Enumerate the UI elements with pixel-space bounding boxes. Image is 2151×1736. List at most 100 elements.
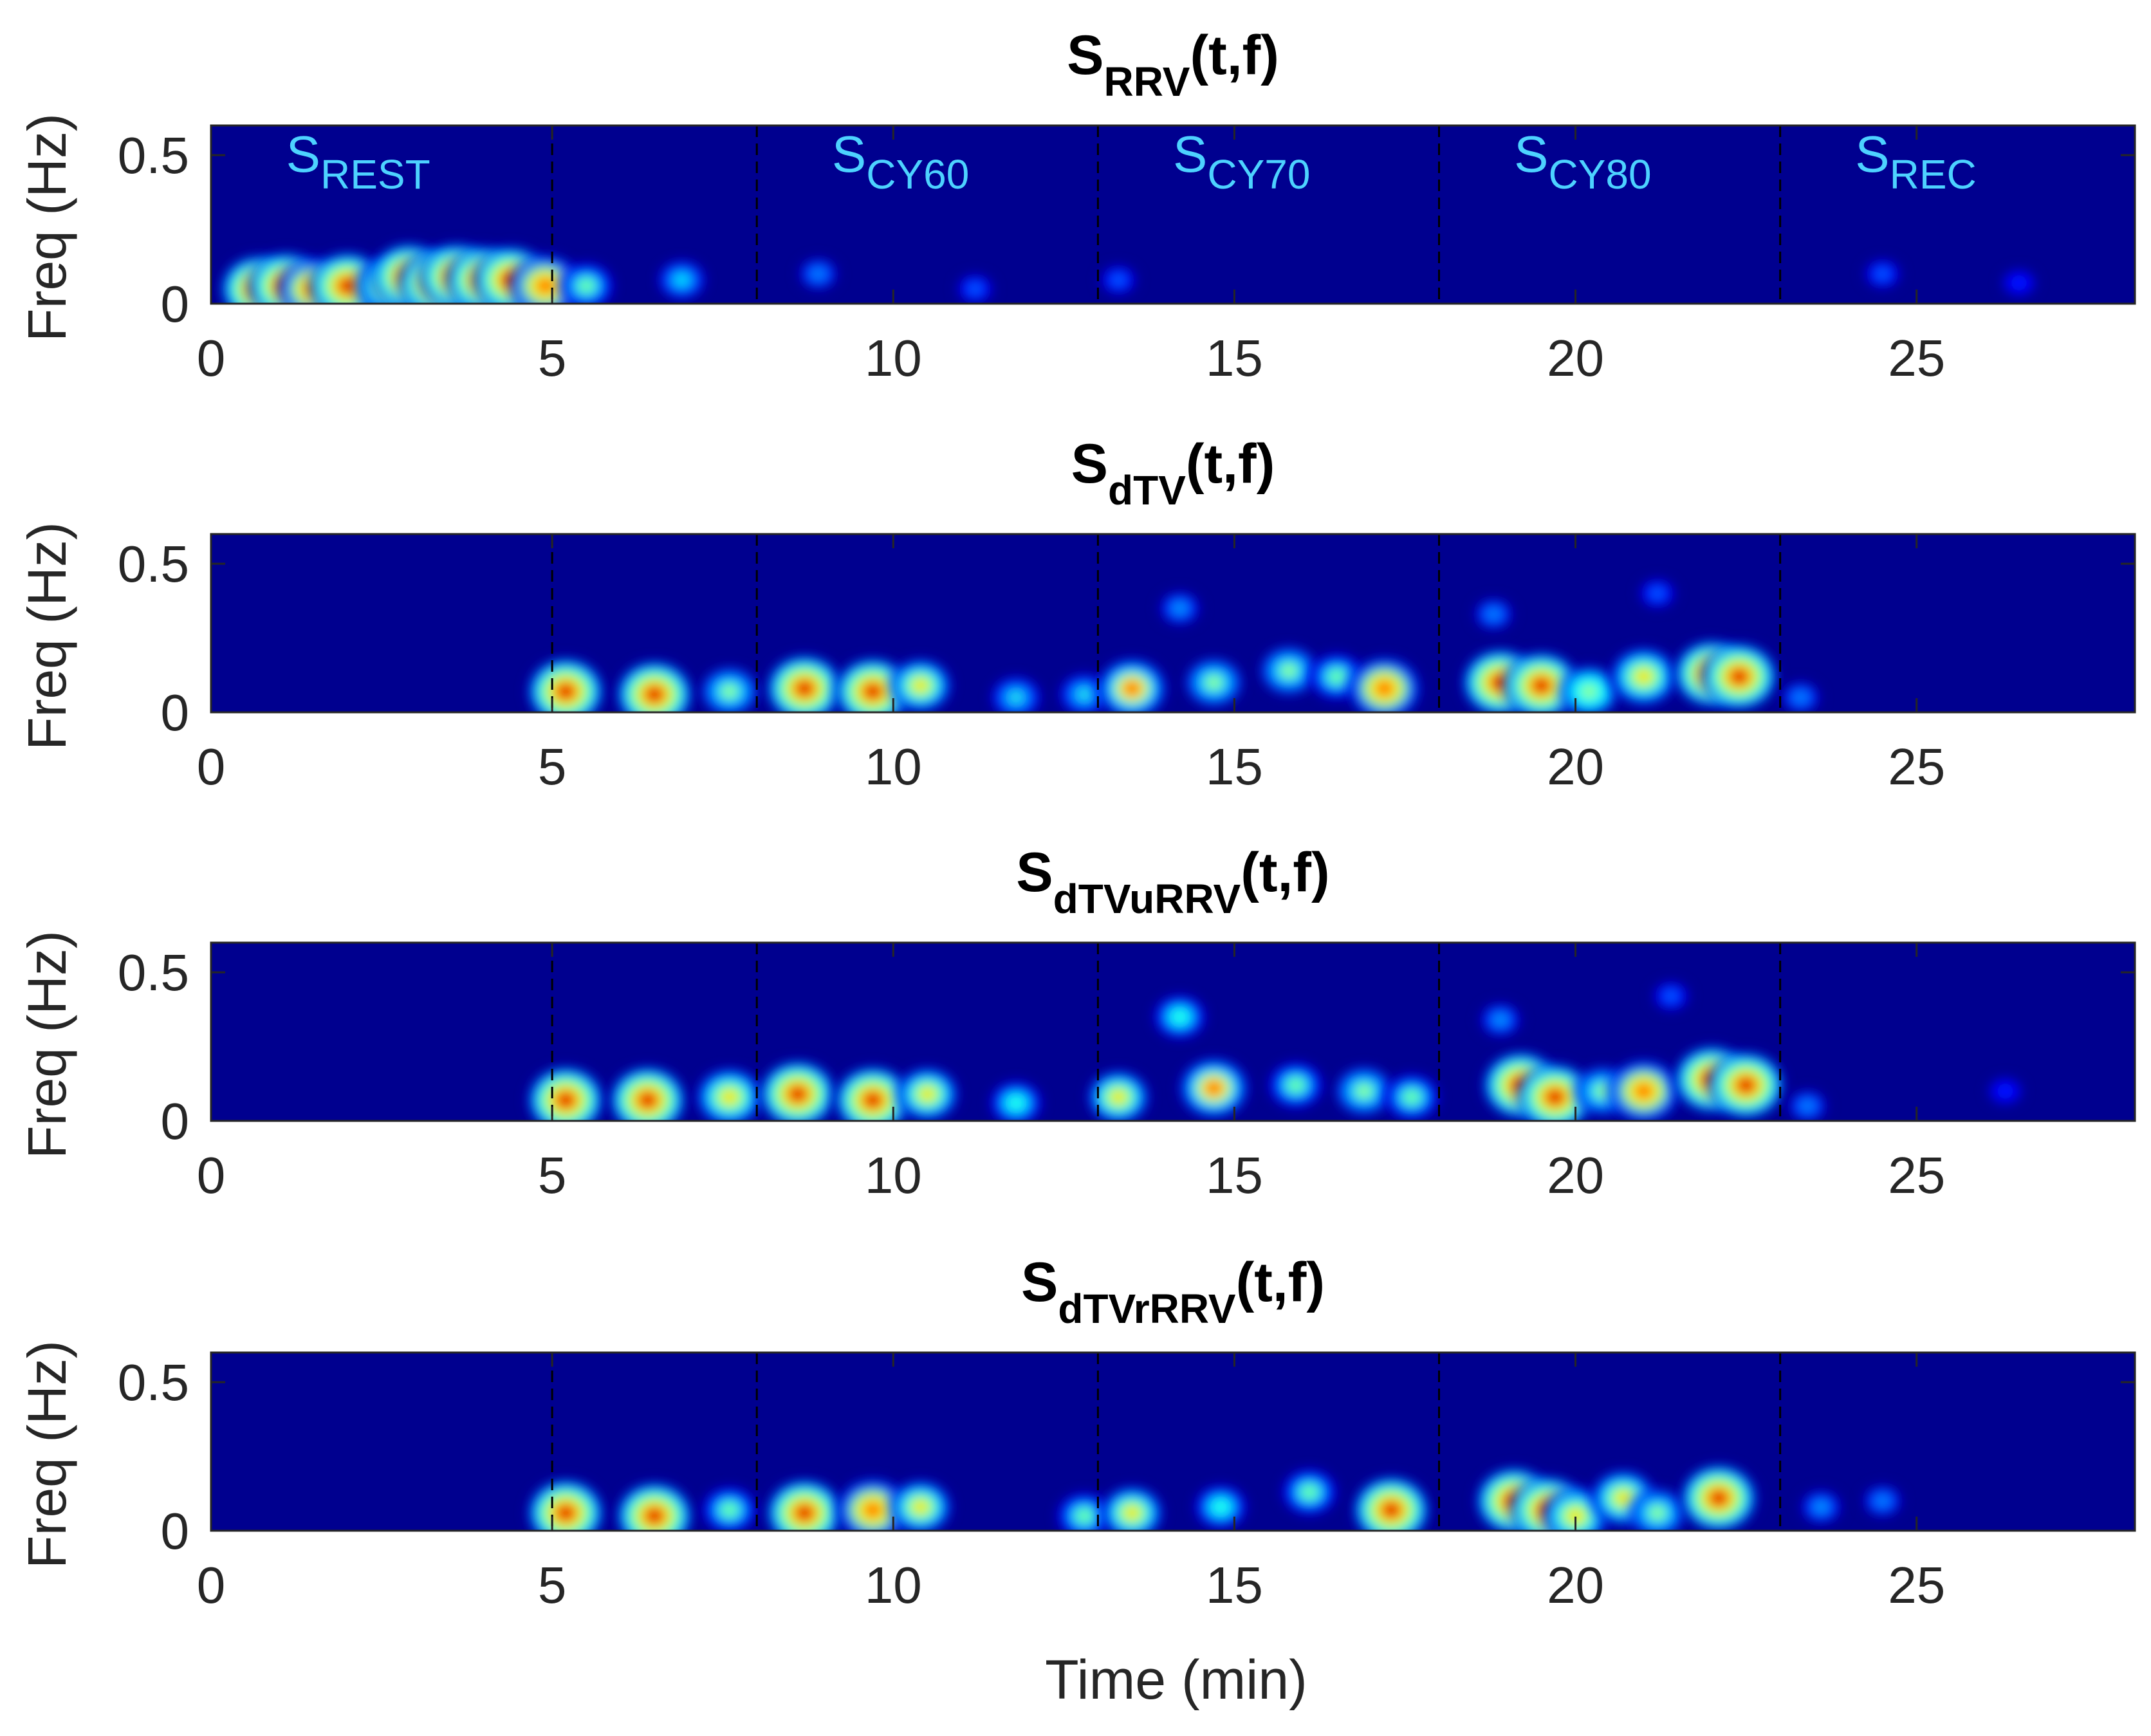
y-tick-label: 0.5 <box>118 944 189 1001</box>
energy-blob-0 <box>524 1477 607 1531</box>
energy-blob-7 <box>1099 1484 1165 1531</box>
axes-frame <box>210 533 2136 714</box>
x-tick-label: 5 <box>538 738 567 795</box>
panel-dtv: 0 5 10 15 20 25 0 0.5 Freq (Hz) SdTV(t,f) <box>17 433 2136 795</box>
energy-blob-6 <box>988 1080 1044 1121</box>
y-axis-label: Freq (Hz) <box>17 930 77 1159</box>
energy-blob-21 <box>1650 979 1692 1013</box>
segment-label-cy60: SCY60 <box>832 125 969 198</box>
x-tick-label: 5 <box>538 329 567 387</box>
x-tick-label: 10 <box>865 738 922 795</box>
x-tick-label: 0 <box>197 1556 226 1614</box>
x-tick-label: 10 <box>865 1556 922 1614</box>
energy-blob-15 <box>1557 664 1621 712</box>
energy-blob-11 <box>557 261 616 304</box>
energy-blob-21 <box>1471 596 1516 633</box>
energy-blob-5 <box>887 1479 954 1531</box>
x-tick-label: 25 <box>1888 329 1945 387</box>
energy-blob-10 <box>1350 1473 1433 1531</box>
energy-blob-1 <box>606 1064 689 1121</box>
x-tick-label: 5 <box>538 1147 567 1204</box>
segment-label-rest: SREST <box>286 125 430 198</box>
x-tick-label: 0 <box>197 329 226 387</box>
energy-blob-3 <box>763 652 846 712</box>
y-axis-label: Freq (Hz) <box>17 113 77 342</box>
energy-blob-11 <box>1383 1073 1441 1121</box>
energy-blob-9 <box>1280 1468 1339 1517</box>
energy-blob-8 <box>1193 1484 1249 1531</box>
x-tick-label: 0 <box>197 738 226 795</box>
x-tick-label: 20 <box>1547 329 1604 387</box>
x-tick-label: 25 <box>1888 738 1945 795</box>
energy-blob-8 <box>1176 1056 1251 1121</box>
energy-blob-22 <box>1636 577 1679 611</box>
energy-blob-14 <box>954 272 996 304</box>
energy-blob-2 <box>694 1066 766 1121</box>
energy-blob-1 <box>613 1479 696 1531</box>
energy-blob-0 <box>524 1064 607 1121</box>
energy-blob-17 <box>1999 267 2039 299</box>
axes-frame <box>210 124 2136 305</box>
energy-blob-13 <box>796 255 841 292</box>
energy-blob-19 <box>1778 679 1823 712</box>
energy-blob-6 <box>990 675 1042 712</box>
x-axis-label: Time (min) <box>1045 1649 1307 1711</box>
energy-blob-3 <box>763 1477 846 1531</box>
y-tick-label: 0 <box>161 275 190 333</box>
segment-label-cy70: SCY70 <box>1173 125 1310 198</box>
y-tick-label: 0 <box>161 1093 190 1150</box>
energy-blob-3 <box>756 1058 839 1121</box>
spectral-energy <box>524 979 2025 1121</box>
energy-blob-4 <box>831 1064 914 1121</box>
segment-label-cy80: SCY80 <box>1514 125 1651 198</box>
energy-blob-9 <box>1183 656 1244 708</box>
panel-dtvurrv: 0 5 10 15 20 25 0 0.5 Freq (Hz) SdTVuRRV(t,f) <box>17 842 2136 1204</box>
x-tick-label: 15 <box>1206 1556 1263 1614</box>
y-tick-label: 0.5 <box>118 1354 189 1411</box>
x-tick-label: 10 <box>865 329 922 387</box>
panel-dtvrrrv: 0 5 10 15 20 25 0 0.5 Freq (Hz) SdTVrRRV(t,f) <box>17 1251 2136 1614</box>
energy-blob-5 <box>894 1066 961 1121</box>
energy-blob-15 <box>1605 1057 1683 1121</box>
plot-background <box>211 1353 2135 1531</box>
energy-blob-16 <box>1677 1462 1760 1531</box>
energy-blob-10 <box>1259 645 1320 697</box>
energy-blob-5 <box>887 657 954 712</box>
x-tick-label: 15 <box>1206 738 1263 795</box>
spectral-energy <box>524 577 1823 712</box>
energy-blob-18 <box>1860 1482 1905 1519</box>
energy-blob-16 <box>1861 257 1904 291</box>
x-tick-label: 20 <box>1547 1147 1604 1204</box>
panel-title: SdTVrRRV(t,f) <box>1021 1251 1325 1332</box>
x-tick-label: 25 <box>1888 1556 1945 1614</box>
energy-blob-7 <box>1085 1069 1152 1121</box>
panel-rrv: SREST SCY60 SCY70 SCY80 SREC 0 5 10 15 20 25 0 0.5 Fr… <box>17 24 2136 387</box>
energy-blob-20 <box>1477 1001 1524 1039</box>
energy-blob-2 <box>700 1485 759 1531</box>
spectral-energy <box>217 241 2039 304</box>
energy-blob-20 <box>1156 589 1204 628</box>
energy-blob-12 <box>1345 655 1423 712</box>
energy-blob-10 <box>1333 1065 1395 1117</box>
energy-blob-19 <box>1152 993 1208 1040</box>
x-tick-label: 20 <box>1547 1556 1604 1614</box>
axes-frame <box>210 1351 2136 1532</box>
energy-blob-18 <box>1785 1087 1830 1121</box>
panel-title: SRRV(t,f) <box>1067 24 1279 105</box>
spectrogram-panels: SREST SCY60 SCY70 SCY80 SREC 0 5 10 15 20 25 0 0.5 Fr… <box>17 24 2136 1614</box>
energy-blob-2 <box>699 665 760 712</box>
y-axis-label: Freq (Hz) <box>17 1340 77 1569</box>
energy-blob-8 <box>1094 656 1170 712</box>
x-tick-label: 25 <box>1888 1147 1945 1204</box>
x-tick-label: 5 <box>538 1556 567 1614</box>
x-tick-label: 20 <box>1547 738 1604 795</box>
energy-blob-17 <box>1797 1488 1845 1527</box>
energy-blob-9 <box>1266 1060 1325 1110</box>
energy-blob-15 <box>1097 263 1140 297</box>
y-tick-label: 0 <box>161 1502 190 1560</box>
energy-blob-0 <box>524 655 607 712</box>
x-tick-label: 0 <box>197 1147 226 1204</box>
panel-title: SdTVuRRV(t,f) <box>1016 842 1329 922</box>
energy-blob-17 <box>1704 1049 1787 1121</box>
energy-blob-13 <box>1513 1061 1596 1121</box>
